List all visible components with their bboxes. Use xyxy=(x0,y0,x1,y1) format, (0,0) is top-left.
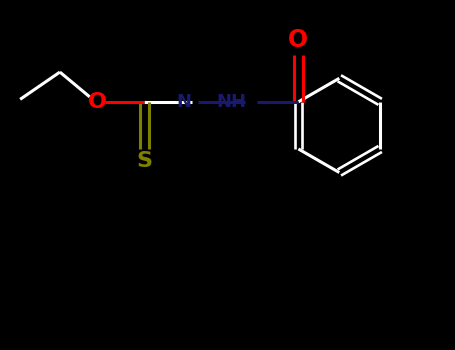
Text: O: O xyxy=(288,28,308,52)
Text: S: S xyxy=(136,152,152,172)
Text: N: N xyxy=(177,93,192,111)
Text: NH: NH xyxy=(216,93,246,111)
Text: O: O xyxy=(88,92,106,112)
